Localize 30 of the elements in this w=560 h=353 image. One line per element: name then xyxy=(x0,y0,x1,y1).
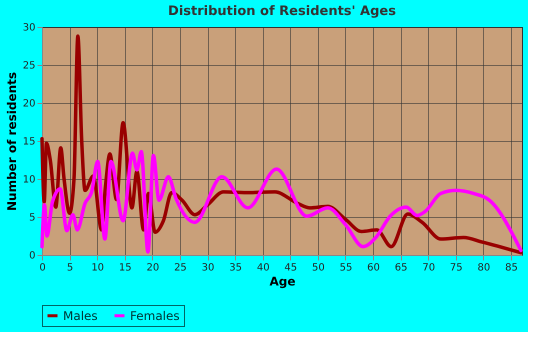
y-tick-label: 25 xyxy=(22,60,36,72)
x-tick-label: 75 xyxy=(450,262,463,274)
y-axis-title: Number of residents xyxy=(4,72,19,212)
x-tick-label: 25 xyxy=(174,262,187,274)
x-tick-label: 5 xyxy=(66,262,74,274)
x-tick-label: 20 xyxy=(146,262,160,274)
x-tick-label: 10 xyxy=(91,262,104,274)
y-tick-label: 5 xyxy=(29,212,36,224)
x-tick-label: 40 xyxy=(256,262,270,274)
y-tick-label: 30 xyxy=(22,22,36,34)
x-tick-label: 45 xyxy=(284,262,298,274)
y-tick-label: 20 xyxy=(22,98,36,110)
x-tick-label: 65 xyxy=(394,262,408,274)
y-tick-label: 15 xyxy=(22,136,36,148)
y-tick-label: 10 xyxy=(22,174,36,186)
legend-label: Females xyxy=(130,308,180,323)
x-tick-label: 30 xyxy=(202,262,214,274)
x-axis-title: Age xyxy=(269,274,296,288)
legend-label: Males xyxy=(63,308,98,323)
x-tick-label: 0 xyxy=(39,262,46,274)
x-tick-label: 70 xyxy=(422,262,436,274)
y-tick-label: 0 xyxy=(29,250,36,262)
x-tick-label: 85 xyxy=(505,262,518,274)
chart-title: Distribution of Residents' Ages xyxy=(168,4,396,19)
x-tick-label: 35 xyxy=(229,262,242,274)
x-tick-label: 55 xyxy=(340,262,352,274)
x-tick-label: 60 xyxy=(367,262,380,274)
x-tick-label: 50 xyxy=(312,262,325,274)
x-tick-label: 80 xyxy=(478,262,490,274)
x-tick-label: 15 xyxy=(118,262,132,274)
